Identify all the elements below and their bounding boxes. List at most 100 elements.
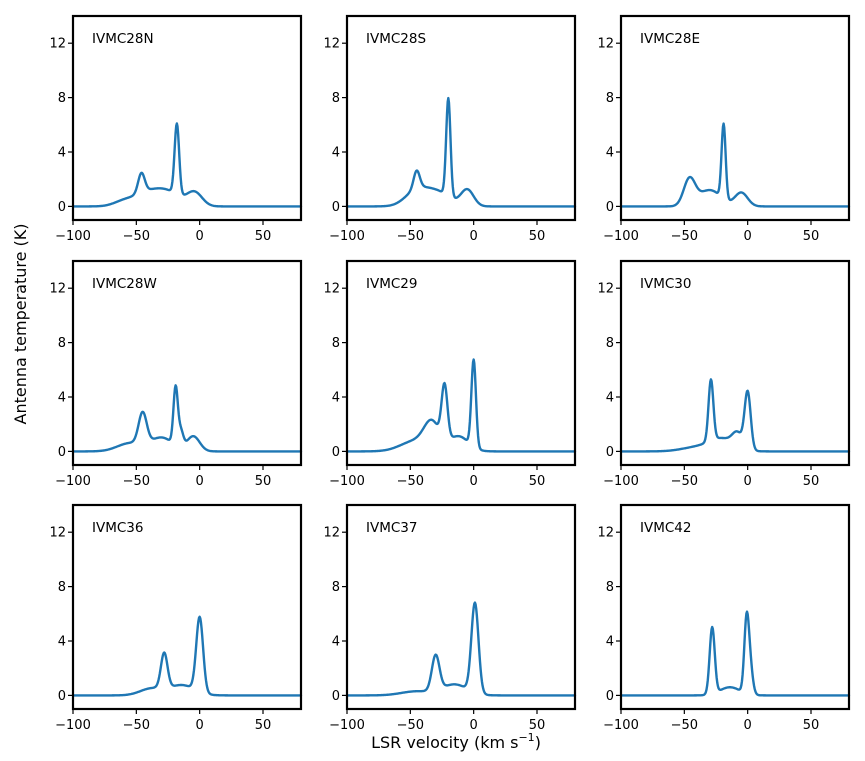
y-tick-label: 12 [49,37,66,52]
x-tick-label: −50 [123,474,150,489]
y-tick-label: 4 [606,146,614,161]
y-tick-label: 8 [58,336,66,351]
x-tick-label: −100 [55,229,91,244]
x-tick-label: 50 [529,718,546,733]
panel-ivmc28n: −100 −50 0 50 0 4 8 12 IVMC28N [49,14,303,244]
plot-frame [71,259,303,467]
y-tick-label: 8 [332,580,340,595]
x-tick-label: −50 [123,718,150,733]
panel-ivmc36: −100 −50 0 50 0 4 8 12 IVMC36 [49,503,303,733]
x-tick-label: 50 [803,474,820,489]
x-tick-label: 50 [255,474,272,489]
y-tick-label: 4 [332,391,340,406]
x-tick-label: 50 [803,718,820,733]
x-tick-label: −100 [55,718,91,733]
x-tick-label: −50 [397,718,424,733]
x-tick-label: −100 [329,718,365,733]
spectrum-line [619,378,851,453]
y-tick-label: 4 [58,146,66,161]
y-tick-label: 8 [332,336,340,351]
spectrum-line [345,96,577,208]
panel-label: IVMC36 [92,520,143,536]
y-tick-label: 0 [332,445,340,460]
x-tick-label: 50 [255,718,272,733]
y-tick-label: 12 [323,282,340,297]
y-tick-label: 4 [58,391,66,406]
y-tick-label: 4 [332,635,340,650]
y-tick-label: 0 [332,200,340,215]
spectrum-line [345,601,577,697]
y-tick-label: 12 [597,282,614,297]
x-tick-label: 50 [803,229,820,244]
y-tick-label: 8 [58,91,66,106]
x-tick-label: −100 [329,229,365,244]
plot-frame [345,14,577,222]
spectrum-line [71,384,303,453]
y-tick-label: 0 [606,689,614,704]
panel-label: IVMC29 [366,276,417,292]
plot-frame [619,503,851,711]
y-tick-label: 0 [606,200,614,215]
panel-label: IVMC42 [640,520,691,536]
panel-ivmc37: −100 −50 0 50 0 4 8 12 IVMC37 [323,503,577,733]
x-tick-label: 0 [196,229,204,244]
x-tick-label: −100 [329,474,365,489]
x-tick-label: 0 [744,474,752,489]
y-tick-label: 4 [606,635,614,650]
x-tick-label: −50 [671,474,698,489]
x-tick-label: 50 [529,474,546,489]
x-tick-label: 50 [529,229,546,244]
x-tick-label: −50 [397,229,424,244]
x-axis-title: LSR velocity (km s−1) [371,731,541,752]
plot-frame [71,503,303,711]
y-tick-label: 0 [58,445,66,460]
panel-ivmc42: −100 −50 0 50 0 4 8 12 IVMC42 [597,503,851,733]
panel-ivmc28s: −100 −50 0 50 0 4 8 12 IVMC28S [323,14,577,244]
y-tick-label: 12 [49,526,66,541]
x-tick-label: −100 [603,718,639,733]
x-tick-label: 0 [470,718,478,733]
panel-ivmc28e: −100 −50 0 50 0 4 8 12 IVMC28E [597,14,851,244]
spectrum-line [345,358,577,453]
plot-frame [345,259,577,467]
panel-ivmc29: −100 −50 0 50 0 4 8 12 IVMC29 [323,259,577,489]
plot-frame [345,503,577,711]
x-tick-label: 0 [744,718,752,733]
spectrum-line [71,122,303,208]
panel-label: IVMC28W [92,276,157,292]
panel-ivmc28w: −100 −50 0 50 0 4 8 12 IVMC28W [49,259,303,489]
y-tick-label: 8 [606,580,614,595]
y-tick-label: 8 [58,580,66,595]
x-tick-label: 0 [470,474,478,489]
panel-label: IVMC28N [92,31,154,47]
x-axis-title-main: LSR velocity (km s [371,733,518,752]
y-tick-label: 4 [606,391,614,406]
y-tick-label: 0 [58,689,66,704]
x-tick-label: −50 [123,229,150,244]
x-tick-label: −100 [603,229,639,244]
y-tick-label: 4 [332,146,340,161]
x-axis-title-sup: −1 [518,731,534,744]
y-axis-title: Antenna temperature (K) [11,223,30,424]
y-tick-label: 8 [332,91,340,106]
y-tick-label: 0 [332,689,340,704]
x-tick-label: 0 [196,718,204,733]
x-tick-label: −100 [55,474,91,489]
plot-frame [71,14,303,222]
x-axis-title-close: ) [535,733,541,752]
panel-ivmc30: −100 −50 0 50 0 4 8 12 IVMC30 [597,259,851,489]
plot-frame [619,259,851,467]
y-tick-label: 0 [58,200,66,215]
panel-label: IVMC28S [366,31,426,47]
x-tick-label: −50 [671,718,698,733]
panel-grid: −100 −50 0 50 0 4 8 12 IVMC28N −100 −50 0 50 0 4 8 12 IVM… [49,14,851,733]
x-tick-label: −100 [603,474,639,489]
y-tick-label: 12 [323,526,340,541]
spectrum-line [619,610,851,697]
y-tick-label: 12 [597,37,614,52]
y-tick-label: 12 [49,282,66,297]
spectrum-line [71,615,303,697]
y-tick-label: 8 [606,91,614,106]
y-tick-label: 0 [606,445,614,460]
